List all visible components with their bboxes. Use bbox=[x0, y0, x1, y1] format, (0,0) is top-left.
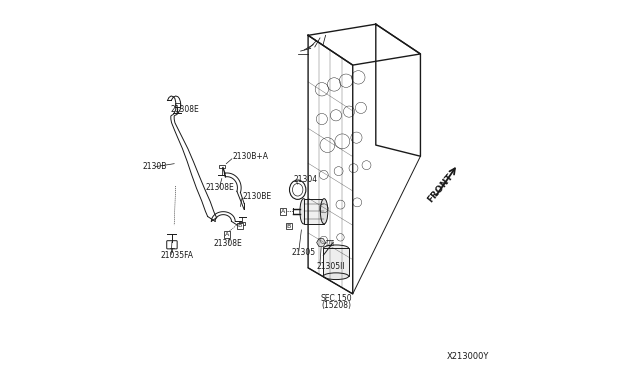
Text: B: B bbox=[237, 223, 242, 228]
Text: FRONT: FRONT bbox=[426, 172, 455, 204]
Ellipse shape bbox=[292, 183, 303, 196]
Text: 21308E: 21308E bbox=[214, 239, 243, 248]
Bar bbox=[323, 248, 349, 276]
Text: 2130B+A: 2130B+A bbox=[232, 152, 268, 161]
Ellipse shape bbox=[300, 199, 307, 224]
Ellipse shape bbox=[323, 273, 349, 280]
Bar bbox=[239, 222, 245, 225]
Polygon shape bbox=[317, 239, 326, 246]
Bar bbox=[219, 165, 225, 168]
Bar bbox=[303, 199, 324, 224]
Text: SEC.150: SEC.150 bbox=[321, 294, 352, 303]
Ellipse shape bbox=[289, 180, 306, 199]
Ellipse shape bbox=[323, 245, 349, 252]
Text: 21308E: 21308E bbox=[206, 183, 234, 192]
Text: 2130BE: 2130BE bbox=[243, 192, 271, 201]
Text: A: A bbox=[281, 209, 285, 214]
Text: 21305: 21305 bbox=[291, 248, 316, 257]
Text: (15208): (15208) bbox=[321, 301, 351, 310]
Text: 21035FA: 21035FA bbox=[161, 251, 194, 260]
Text: 2130B: 2130B bbox=[142, 162, 166, 171]
Text: X213000Y: X213000Y bbox=[447, 352, 489, 361]
Text: B: B bbox=[287, 224, 291, 229]
Text: 21305II: 21305II bbox=[316, 262, 345, 271]
Text: A: A bbox=[225, 232, 229, 237]
Bar bbox=[175, 103, 180, 107]
Ellipse shape bbox=[321, 199, 328, 224]
Text: 21304: 21304 bbox=[293, 175, 317, 184]
Text: 21308E: 21308E bbox=[170, 105, 199, 114]
FancyBboxPatch shape bbox=[167, 241, 177, 249]
